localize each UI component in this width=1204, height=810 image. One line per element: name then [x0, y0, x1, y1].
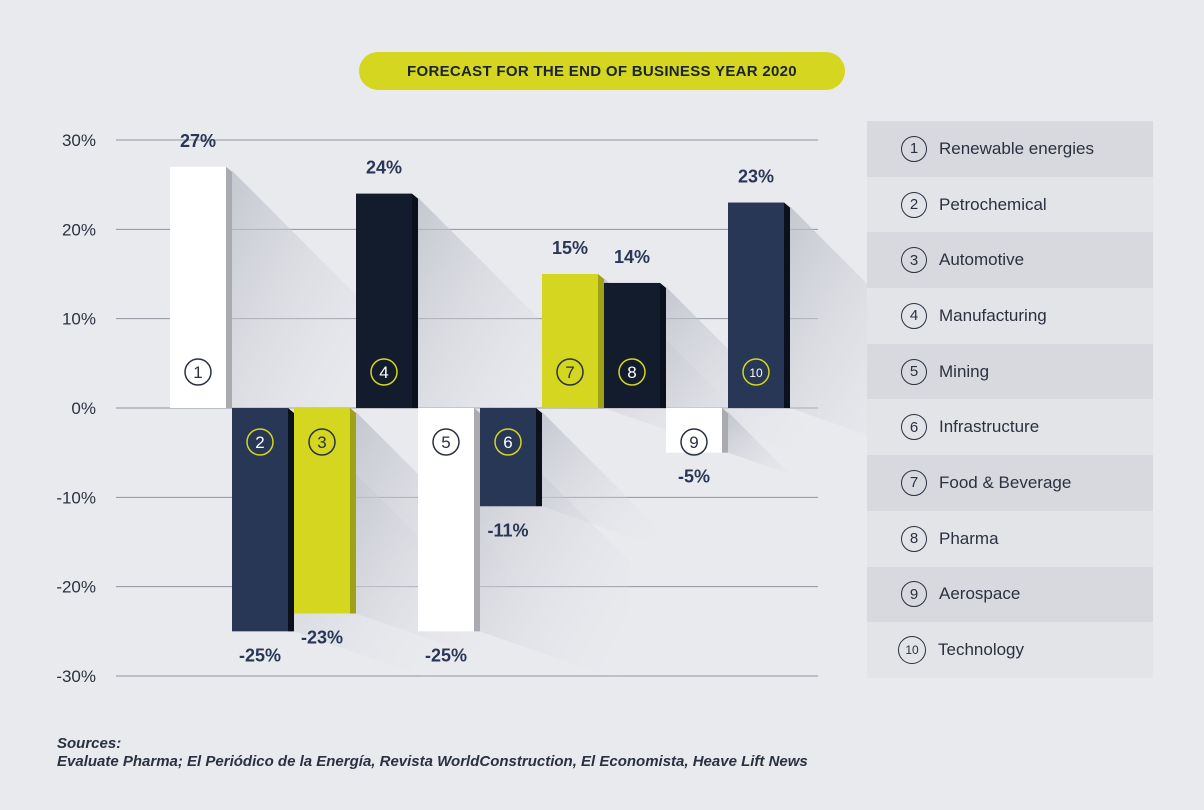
y-tick-label: 20%	[62, 220, 96, 239]
legend-item-automotive: 3 Automotive	[867, 232, 1153, 289]
legend-number: 3	[901, 247, 927, 274]
y-tick-label: 0%	[71, 399, 96, 418]
legend-label: Renewable energies	[939, 138, 1094, 158]
bar-value-label: 23%	[738, 167, 774, 187]
legend-number: 1	[901, 135, 927, 162]
legend-number: 2	[901, 191, 927, 218]
legend-item-aerospace: 9 Aerospace	[867, 566, 1153, 623]
bar-shadow	[418, 197, 568, 461]
legend: 1 Renewable energies 2 Petrochemical 3 A…	[867, 121, 1153, 678]
bar-value-label: 15%	[552, 238, 588, 258]
bar-5	[418, 408, 474, 632]
bar-number-circle	[370, 358, 398, 386]
y-tick-label: -30%	[56, 667, 96, 686]
legend-label: Petrochemical	[939, 194, 1047, 214]
bar-side	[474, 408, 480, 632]
bar-9	[666, 408, 722, 453]
legend-number: 5	[901, 358, 927, 385]
bar-number-circle	[246, 428, 274, 456]
legend-label: Technology	[938, 640, 1025, 660]
bar-number-label: 7	[565, 363, 574, 382]
bar-value-label: -25%	[425, 645, 467, 665]
legend-number: 4	[901, 302, 927, 329]
bar-side	[660, 282, 666, 408]
bar-3	[294, 408, 350, 614]
bar-number-circle	[184, 358, 212, 386]
legend-label: Automotive	[939, 250, 1025, 270]
bar-number-circle	[618, 358, 646, 386]
legend-item-pharma: 8 Pharma	[867, 510, 1153, 567]
bar-number-circle	[494, 428, 522, 456]
bar-side	[784, 202, 790, 408]
sources-heading: Sources:	[57, 735, 122, 752]
legend-item-petrochemical: 2 Petrochemical	[867, 176, 1153, 233]
bar-value-label: 27%	[180, 131, 216, 151]
legend-item-food-beverage: 7 Food & Beverage	[867, 455, 1153, 511]
bar-value-label: -23%	[301, 627, 343, 647]
legend-item-technology: 10 Technology	[867, 622, 1153, 678]
bar-number-circle	[308, 428, 336, 456]
bar-number-circle	[556, 358, 584, 386]
bar-side	[350, 408, 356, 614]
legend-item-infrastructure: 6 Infrastructure	[867, 399, 1153, 456]
bar-shadow	[728, 412, 809, 493]
bar-shadow	[232, 170, 382, 461]
sources-note: Sources: Evaluate Pharma; El Periódico d…	[57, 735, 808, 771]
bar-number-label: 2	[255, 433, 264, 452]
bar-side	[288, 408, 294, 632]
legend-item-mining: 5 Mining	[867, 343, 1153, 400]
bar-shadow	[542, 412, 671, 552]
bar-side	[412, 193, 418, 408]
legend-label: Pharma	[939, 528, 999, 548]
bar-1	[170, 166, 226, 408]
legend-item-renewable-energies: 1 Renewable energies	[867, 121, 1153, 177]
bar-side	[598, 274, 604, 408]
legend-label: Food & Beverage	[939, 472, 1072, 492]
chart-title: FORECAST FOR THE END OF BUSINESS YEAR 20…	[359, 52, 845, 90]
bar-2	[232, 408, 288, 632]
bar-number-label: 5	[441, 433, 450, 452]
legend-number: 7	[901, 469, 927, 496]
sources-text: Evaluate Pharma; El Periódico de la Ener…	[57, 753, 808, 770]
bar-10	[728, 202, 784, 408]
legend-label: Aerospace	[939, 584, 1021, 604]
bar-6	[480, 408, 536, 507]
bar-side	[536, 408, 542, 507]
bar-number-label: 1	[193, 363, 202, 382]
bar-7	[542, 274, 598, 408]
bar-number-label: 4	[379, 363, 388, 382]
bars	[170, 166, 790, 632]
bar-8	[604, 282, 660, 408]
bar-number-label: 10	[749, 366, 763, 380]
bar-value-label: -11%	[487, 520, 528, 540]
bar-number-circle	[742, 358, 770, 386]
legend-label: Infrastructure	[939, 417, 1040, 437]
bar-number-label: 8	[627, 363, 636, 382]
bar-number-label: 3	[317, 433, 326, 452]
bar-side	[226, 166, 232, 408]
bar-number-label: 6	[503, 433, 512, 452]
y-tick-label: -20%	[56, 578, 96, 597]
legend-label: Manufacturing	[939, 305, 1047, 325]
y-tick-label: -10%	[56, 488, 96, 507]
bar-number-label: 9	[689, 433, 698, 452]
legend-number: 10	[898, 636, 926, 665]
bar-value-label: -25%	[239, 645, 281, 665]
legend-label: Mining	[939, 361, 990, 381]
y-tick-label: 30%	[62, 131, 96, 150]
bar-4	[356, 193, 412, 408]
bar-value-label: -5%	[678, 467, 710, 487]
legend-item-manufacturing: 4 Manufacturing	[867, 288, 1153, 344]
legend-number: 9	[901, 581, 927, 608]
bar-number-circle	[680, 428, 708, 456]
bar-side	[722, 408, 728, 453]
bar-value-label: 14%	[614, 247, 650, 267]
y-tick-label: 10%	[62, 310, 96, 329]
bar-value-label: 24%	[366, 158, 402, 178]
legend-number: 6	[901, 414, 927, 441]
legend-number: 8	[901, 525, 927, 552]
data-labels: 30% 20% 10% 0% -10% -20% -30% 1 27% 2 -25% 3 -23% 4 24…	[56, 131, 774, 686]
bar-number-circle	[432, 428, 460, 456]
